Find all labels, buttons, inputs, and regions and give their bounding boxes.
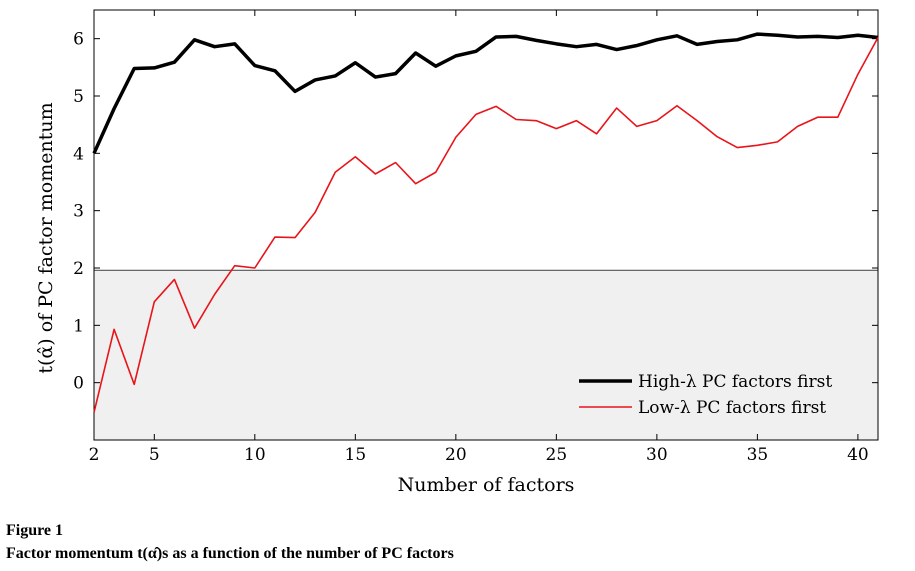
x-tick-label: 15 — [345, 445, 367, 465]
y-tick-label: 2 — [73, 259, 84, 279]
series-line-low-lambda — [93, 37, 879, 413]
figure-title: Factor momentum t(α̂)s as a function of … — [6, 545, 454, 562]
series-line-high-lambda — [92, 32, 879, 155]
x-tick-label: 40 — [847, 445, 869, 465]
x-tick-label: 30 — [646, 445, 668, 465]
x-axis-title: Number of factors — [398, 474, 575, 496]
x-tick-label: 5 — [149, 445, 160, 465]
y-tick-label: 1 — [73, 316, 84, 336]
axes — [93, 9, 879, 441]
plot-frame — [93, 9, 879, 441]
y-axis-title: t(α̂) of PC factor momentum — [35, 102, 57, 373]
y-tick-label: 6 — [73, 30, 84, 50]
x-tick-label: 35 — [747, 445, 769, 465]
figure-label: Figure 1 — [6, 522, 64, 539]
legend-label: Low-λ PC factors first — [638, 398, 826, 418]
legend: High-λ PC factors first Low-λ PC factors … — [579, 372, 832, 418]
y-tick-label: 4 — [73, 144, 84, 164]
y-tick-label: 3 — [73, 202, 84, 222]
x-tick-label: 20 — [445, 445, 467, 465]
legend-label: High-λ PC factors first — [638, 372, 832, 392]
x-tick-label: 2 — [89, 445, 100, 465]
x-tick-label: 10 — [244, 445, 266, 465]
plot-background — [94, 270, 878, 440]
x-tick-label: 25 — [546, 445, 568, 465]
y-tick-label: 5 — [73, 87, 84, 107]
y-tick-label: 0 — [73, 374, 84, 394]
series-lines — [92, 32, 879, 413]
shaded-region — [94, 270, 878, 440]
